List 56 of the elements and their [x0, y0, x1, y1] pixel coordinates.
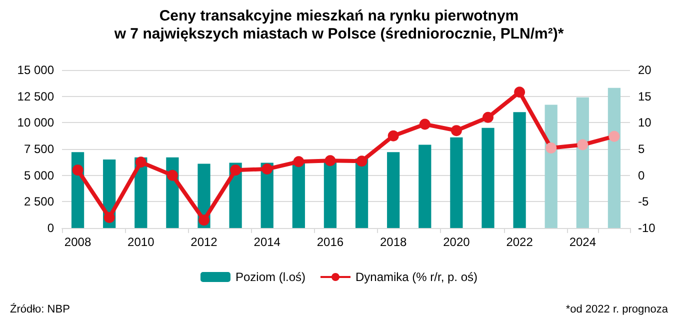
bar [513, 112, 526, 228]
x-tick-label: 2018 [380, 235, 408, 249]
x-tick-label: 2022 [506, 235, 534, 249]
point [262, 164, 273, 175]
point [388, 130, 399, 142]
bar [608, 88, 621, 228]
text: *od 2022 r. prognoza [566, 304, 669, 316]
point [356, 156, 368, 167]
y-tick-label: 10 000 [17, 116, 54, 130]
point [419, 118, 430, 130]
y2-tick-label: 15 [638, 89, 652, 104]
bar [482, 128, 494, 228]
y2-tick-label: -10 [638, 221, 656, 235]
legend-label: Poziom (l.oś) [235, 270, 306, 284]
bar [544, 104, 558, 228]
y-tick-label: 2 500 [24, 194, 54, 209]
point [135, 156, 146, 168]
point [482, 112, 494, 123]
y2-tick-label: 5 [638, 142, 645, 156]
point [104, 212, 115, 223]
y-tick-label: 15 000 [17, 63, 54, 77]
y-tick-label: 5 000 [24, 168, 54, 182]
point [608, 130, 620, 142]
x-tick-label: 2014 [254, 235, 281, 249]
x-tick-label: 2008 [64, 235, 92, 249]
x-tick-label: 2010 [128, 235, 155, 249]
legend-label: Dynamika (% r/r, p. oś) [355, 270, 478, 284]
x-tick-label: 2012 [190, 235, 218, 249]
y2-tick-label: 20 [638, 63, 652, 77]
point [166, 170, 178, 181]
x-tick-label: 2024 [569, 235, 596, 249]
point [72, 164, 84, 176]
y2-tick-label: -5 [638, 194, 649, 209]
bar [418, 144, 432, 228]
point [324, 155, 336, 166]
point [293, 156, 304, 168]
y2-tick-label: 10 [638, 116, 652, 130]
text: Źródło: NBP [10, 302, 70, 316]
point [230, 164, 242, 176]
point [546, 142, 557, 154]
y-tick-label: 0 [47, 221, 54, 235]
y-tick-label: 7 500 [24, 142, 54, 156]
point [450, 125, 462, 136]
y2-tick-label: 0 [638, 168, 645, 182]
point [514, 86, 526, 98]
point [198, 214, 210, 226]
bar [292, 160, 305, 228]
bar [450, 137, 463, 228]
point [577, 139, 588, 150]
bar [387, 152, 400, 228]
chart-title: Ceny transakcyjne mieszkań na rynku pierwotnym w 7 największych miastach w Polsce (średniorocznie, PLN/m²)* [113, 8, 564, 42]
y-tick-label: 12 500 [17, 89, 54, 104]
bar [576, 97, 589, 228]
bar [355, 158, 368, 228]
x-tick-label: 2020 [443, 235, 470, 249]
x-tick-label: 2016 [316, 235, 344, 249]
